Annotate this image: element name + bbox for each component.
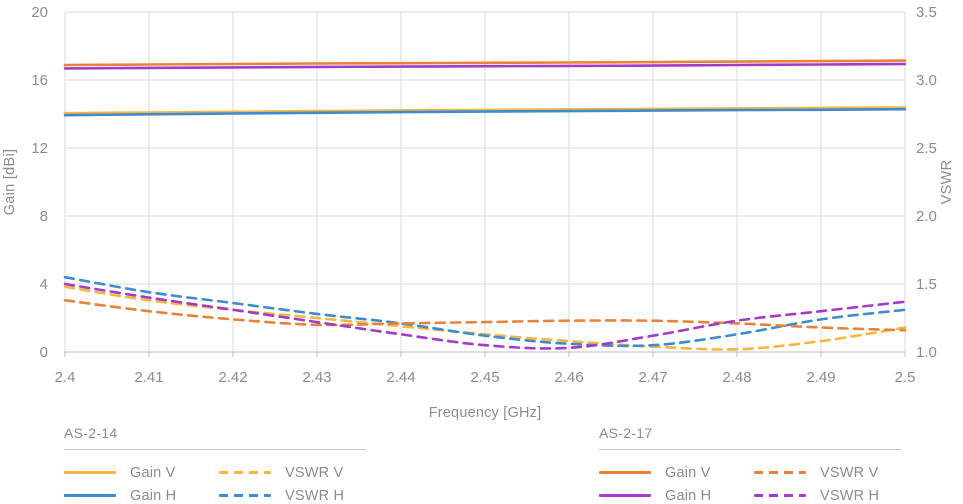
svg-text:20: 20 (31, 4, 48, 21)
svg-text:2.49: 2.49 (806, 369, 835, 386)
legend-entry-label: VSWR H (285, 487, 345, 504)
legend-entry-label: Gain V (665, 464, 711, 481)
legend-group-title: AS-2-17 (599, 425, 653, 441)
legend-entry-vswr-v: VSWR V (219, 464, 366, 481)
svg-text:VSWR: VSWR (939, 160, 955, 205)
svg-text:1.0: 1.0 (916, 344, 937, 361)
legend-divider (599, 449, 901, 450)
legend-entry-vswr-h: VSWR H (754, 487, 901, 504)
legend-entry-label: VSWR V (820, 464, 879, 481)
legend-group-as-2-17: AS-2-17 Gain V VSWR V Gain H VSWR H (599, 424, 901, 504)
legend-entry-gain-v: Gain V (64, 464, 211, 481)
legend-entry-label: VSWR V (285, 464, 344, 481)
line-swatch-dashed (754, 471, 806, 474)
svg-text:16: 16 (31, 72, 48, 89)
svg-text:2.5: 2.5 (895, 369, 916, 386)
legend-entry-label: Gain V (130, 464, 176, 481)
svg-text:0: 0 (40, 344, 48, 361)
svg-text:3.5: 3.5 (916, 4, 937, 21)
x-axis-title: Frequency [GHz] (428, 405, 542, 421)
svg-text:2.43: 2.43 (302, 369, 331, 386)
legend-entry-label: VSWR H (820, 487, 880, 504)
line-swatch-solid (64, 471, 116, 474)
line-swatch-solid (599, 494, 651, 497)
legend-entries: Gain V VSWR V Gain H VSWR H (599, 464, 901, 504)
svg-text:Gain [dBi]: Gain [dBi] (2, 149, 18, 216)
legend-entry-gain-h: Gain H (599, 487, 746, 504)
chart-canvas: 20 16 12 8 4 0 3.5 3.0 2.5 2.0 1.5 1.0 2.4 2.41 2.42 2.… (2, 4, 955, 386)
legend-group-as-2-14: AS-2-14 Gain V VSWR V Gain H VSWR H (64, 424, 366, 504)
svg-text:8: 8 (40, 208, 48, 225)
svg-text:2.44: 2.44 (386, 369, 415, 386)
svg-text:12: 12 (31, 140, 48, 157)
legend-entry-vswr-v: VSWR V (754, 464, 901, 481)
svg-text:3.0: 3.0 (916, 72, 937, 89)
legend-entries: Gain V VSWR V Gain H VSWR H (64, 464, 366, 504)
legend-entry-label: Gain H (665, 487, 712, 504)
legend-entry-vswr-h: VSWR H (219, 487, 366, 504)
svg-text:2.46: 2.46 (554, 369, 583, 386)
svg-text:2.0: 2.0 (916, 208, 937, 225)
line-swatch-dashed (219, 494, 271, 497)
svg-text:2.45: 2.45 (470, 369, 499, 386)
svg-text:2.42: 2.42 (218, 369, 247, 386)
svg-text:2.5: 2.5 (916, 140, 937, 157)
legend-group-title: AS-2-14 (64, 425, 118, 441)
svg-text:4: 4 (40, 276, 48, 293)
svg-text:2.4: 2.4 (55, 369, 76, 386)
legend-divider (64, 449, 366, 450)
line-swatch-solid (599, 471, 651, 474)
svg-text:2.47: 2.47 (638, 369, 667, 386)
line-swatch-solid (64, 494, 116, 497)
svg-text:2.41: 2.41 (134, 369, 163, 386)
legend-entry-gain-h: Gain H (64, 487, 211, 504)
legend-entry-label: Gain H (130, 487, 177, 504)
line-swatch-dashed (219, 471, 271, 474)
legend-entry-gain-v: Gain V (599, 464, 746, 481)
svg-text:1.5: 1.5 (916, 276, 937, 293)
line-swatch-dashed (754, 494, 806, 497)
svg-text:2.48: 2.48 (722, 369, 751, 386)
